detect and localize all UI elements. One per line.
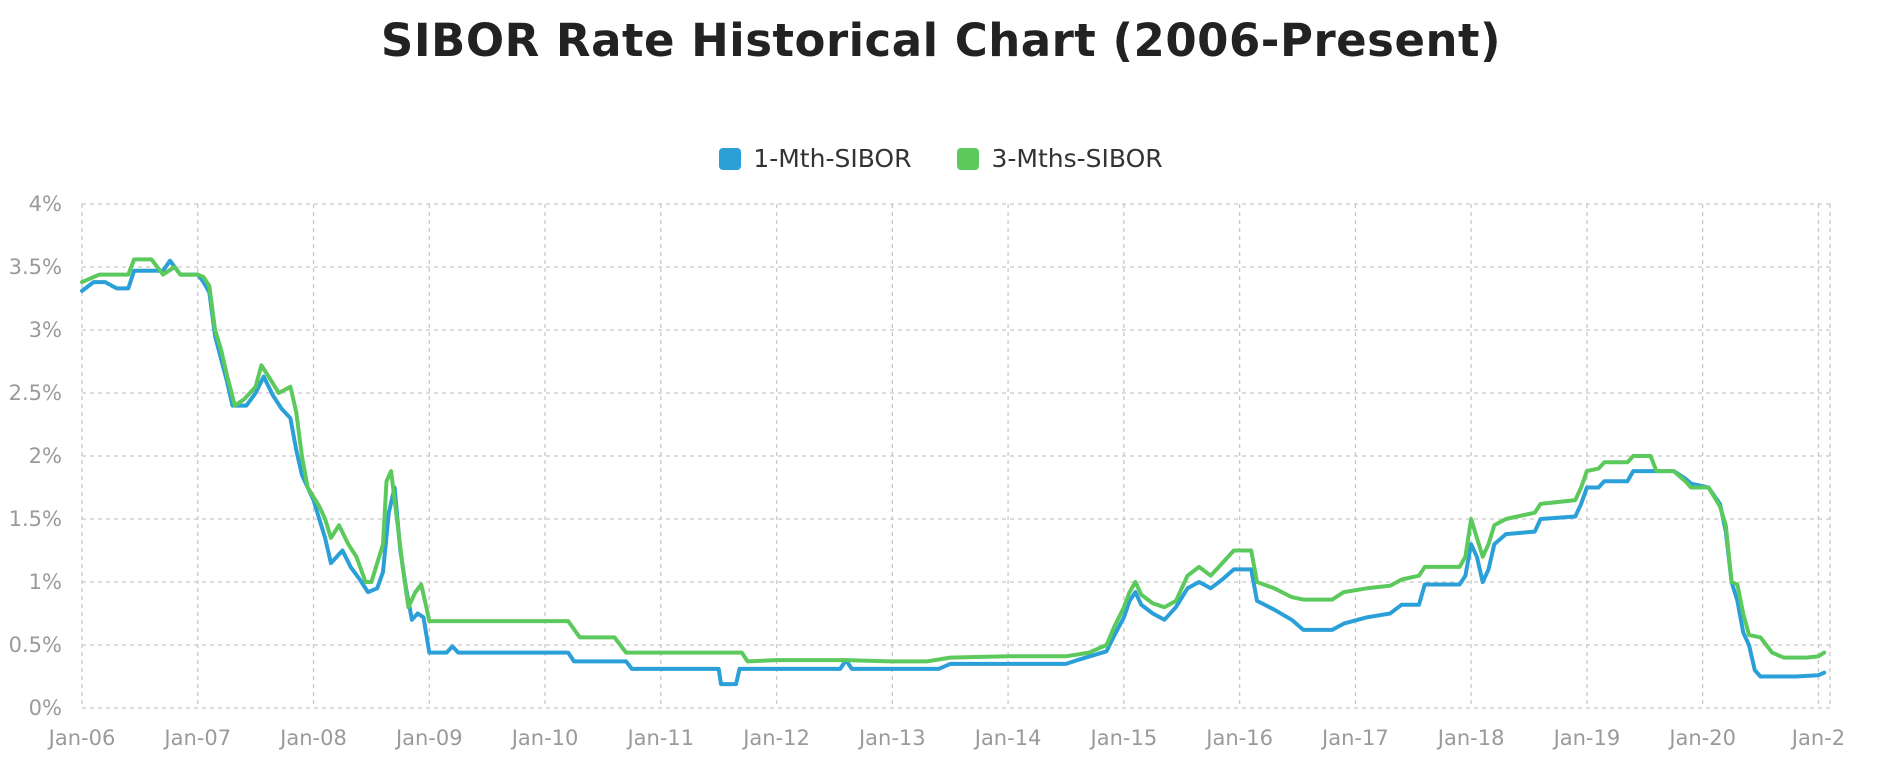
y-tick-label: 4% (29, 192, 62, 216)
legend-swatch-3mths-sibor (957, 147, 980, 170)
y-tick-label: 1.5% (9, 507, 62, 531)
chart-title: SIBOR Rate Historical Chart (2006-Presen… (380, 14, 1502, 67)
x-tick-label: Jan-16 (1204, 726, 1273, 750)
x-tick-label: Jan-06 (47, 726, 116, 750)
x-tick-label: Jan-11 (625, 726, 694, 750)
y-axis-ticks: 0% 0.5% 1% 1.5% 2% 2.5% 3% 3.5% 4% (9, 192, 62, 720)
y-tick-label: 0.5% (9, 633, 62, 657)
y-tick-label: 0% (29, 696, 62, 720)
legend-label-3mths-sibor: 3-Mths-SIBOR (991, 144, 1163, 173)
grid (81, 203, 1831, 709)
series-lines (80, 257, 1827, 687)
y-tick-label: 1% (29, 570, 62, 594)
series-line-3mths-sibor (80, 257, 1827, 664)
series-line-1mth-sibor (80, 258, 1827, 687)
legend-swatch-1mth-sibor (719, 147, 742, 170)
x-tick-label: Jan-07 (162, 726, 231, 750)
legend-label-1mth-sibor: 1-Mth-SIBOR (753, 144, 912, 173)
x-tick-label: Jan-08 (278, 726, 347, 750)
y-tick-label: 2% (29, 444, 62, 468)
x-tick-label: Jan-14 (973, 726, 1042, 750)
x-tick-label: Jan-15 (1089, 726, 1158, 750)
x-tick-label: Jan-17 (1320, 726, 1389, 750)
y-tick-label: 3% (29, 318, 62, 342)
y-tick-label: 2.5% (9, 381, 62, 405)
x-tick-label: Jan-09 (394, 726, 463, 750)
x-tick-label: Jan-18 (1436, 726, 1505, 750)
legend-item-3mths-sibor[interactable]: 3-Mths-SIBOR (957, 144, 1163, 173)
x-tick-label: Jan-12 (741, 726, 810, 750)
y-tick-label: 3.5% (9, 255, 62, 279)
x-tick-label: Jan-2 (1790, 726, 1845, 750)
legend-item-1mth-sibor[interactable]: 1-Mth-SIBOR (719, 144, 911, 173)
x-tick-label: Jan-10 (510, 726, 579, 750)
x-tick-label: Jan-20 (1667, 726, 1736, 750)
x-axis-ticks: Jan-06 Jan-07 Jan-08 Jan-09 Jan-10 Jan-11 Jan-… (47, 726, 1845, 750)
x-tick-label: Jan-13 (857, 726, 926, 750)
x-tick-label: Jan-19 (1552, 726, 1621, 750)
legend: 1-Mth-SIBOR 3-Mths-SIBOR (0, 144, 1882, 173)
